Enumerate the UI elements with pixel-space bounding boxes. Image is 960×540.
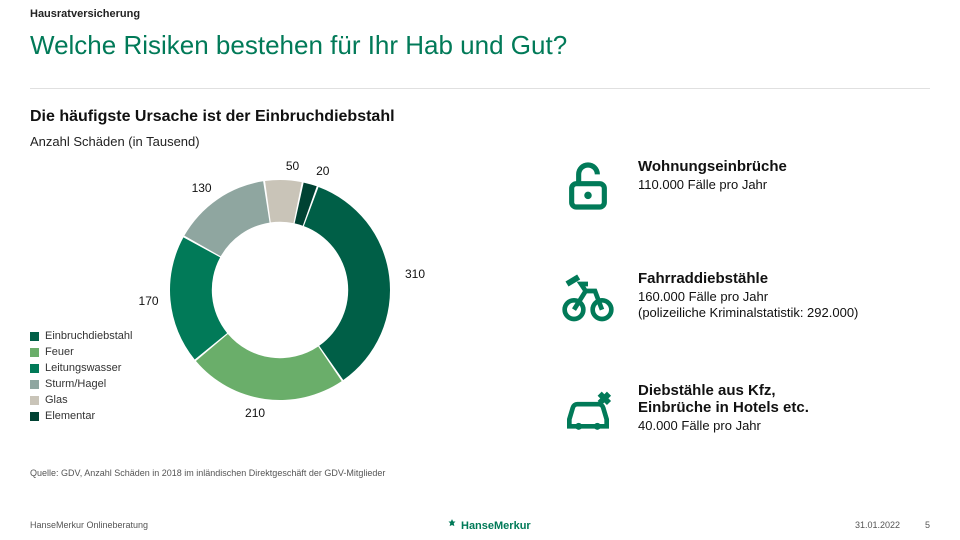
brand-logo: HanseMerkur xyxy=(445,518,531,532)
source-note: Quelle: GDV, Anzahl Schäden in 2018 im i… xyxy=(30,468,385,478)
stat-text: Diebstähle aus Kfz,Einbrüche in Hotels e… xyxy=(638,382,809,434)
footer-left: HanseMerkur Onlineberatung xyxy=(30,520,148,530)
legend-item: Sturm/Hagel xyxy=(30,378,132,390)
slice-value-label: 210 xyxy=(245,406,265,420)
slice-value-label: 310 xyxy=(405,267,425,281)
legend-label: Sturm/Hagel xyxy=(45,378,106,390)
stat-text: Wohnungseinbrüche 110.000 Fälle pro Jahr xyxy=(638,158,787,193)
stat-heading: Diebstähle aus Kfz,Einbrüche in Hotels e… xyxy=(638,382,809,416)
footer-page: 5 xyxy=(925,520,930,530)
stat-detail: 40.000 Fälle pro Jahr xyxy=(638,418,809,434)
slice-value-label: 170 xyxy=(139,294,159,308)
legend-label: Glas xyxy=(45,394,68,406)
bike-icon xyxy=(560,270,618,328)
legend-swatch xyxy=(30,380,39,389)
separator xyxy=(30,88,930,89)
stat-heading: Wohnungseinbrüche xyxy=(638,158,787,175)
slide: Hausratversicherung Welche Risiken beste… xyxy=(0,0,960,540)
chart-axis-label: Anzahl Schäden (in Tausend) xyxy=(30,134,200,149)
legend-item: Leitungswasser xyxy=(30,362,132,374)
lock-open-icon xyxy=(560,158,618,216)
donut-slice xyxy=(196,334,342,400)
legend-swatch xyxy=(30,396,39,405)
stat-detail: 110.000 Fälle pro Jahr xyxy=(638,177,787,193)
subtitle: Die häufigste Ursache ist der Einbruchdi… xyxy=(30,108,395,126)
legend-swatch xyxy=(30,412,39,421)
legend-item: Glas xyxy=(30,394,132,406)
brand-text: HanseMerkur xyxy=(461,520,531,532)
page-title: Welche Risiken bestehen für Ihr Hab und … xyxy=(30,30,567,61)
legend-swatch xyxy=(30,332,39,341)
legend-label: Einbruchdiebstahl xyxy=(45,330,132,342)
stat-heading: Fahrraddiebstähle xyxy=(638,270,858,287)
stat-detail: 160.000 Fälle pro Jahr(polizeiliche Krim… xyxy=(638,289,858,322)
legend-label: Leitungswasser xyxy=(45,362,121,374)
legend-item: Einbruchdiebstahl xyxy=(30,330,132,342)
slice-value-label: 20 xyxy=(316,164,329,178)
donut-chart: 3102101701305020 xyxy=(160,170,400,410)
donut-slice xyxy=(170,237,227,359)
stat-text: Fahrraddiebstähle 160.000 Fälle pro Jahr(… xyxy=(638,270,858,322)
legend-item: Feuer xyxy=(30,346,132,358)
legend: Einbruchdiebstahl Feuer Leitungswasser Stur… xyxy=(30,330,132,426)
legend-item: Elementar xyxy=(30,410,132,422)
slice-value-label: 50 xyxy=(286,159,299,173)
footer-date: 31.01.2022 xyxy=(855,520,900,530)
legend-swatch xyxy=(30,348,39,357)
slice-value-label: 130 xyxy=(192,181,212,195)
legend-label: Elementar xyxy=(45,410,95,422)
legend-label: Feuer xyxy=(45,346,74,358)
legend-swatch xyxy=(30,364,39,373)
car-icon xyxy=(560,382,618,440)
breadcrumb: Hausratversicherung xyxy=(30,8,140,20)
